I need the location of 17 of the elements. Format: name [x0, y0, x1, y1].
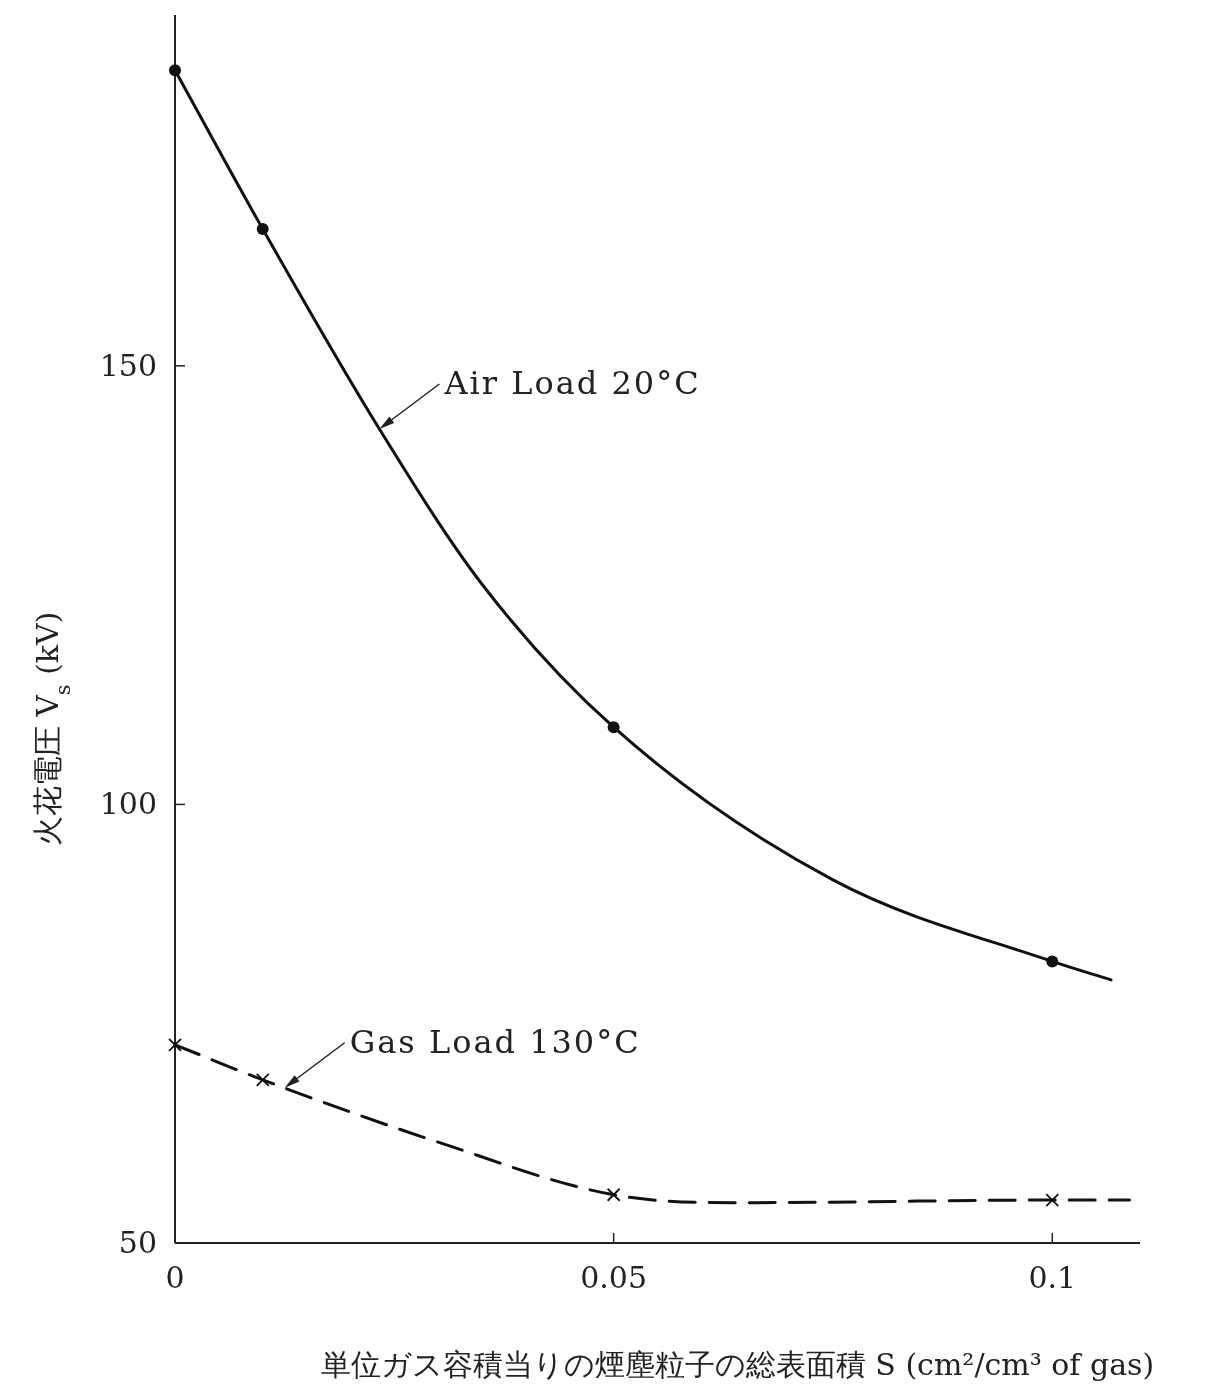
point — [169, 64, 181, 77]
x-tick-label: 0 — [165, 1260, 185, 1295]
point — [168, 1037, 182, 1052]
x-tick-label: 0.1 — [1028, 1260, 1077, 1295]
annotation: Air Load 20°C — [443, 364, 701, 403]
y-tick-label: 150 — [99, 347, 157, 383]
y-tick-label: 100 — [99, 786, 157, 822]
point — [1046, 955, 1059, 968]
x-axis-title: 単位ガス容積当りの煙塵粒子の総表面積 S (cm²/cm³ of gas) — [320, 1347, 1155, 1382]
point — [607, 721, 620, 734]
point — [606, 1187, 621, 1202]
y-tick-label: 50 — [118, 1225, 157, 1260]
point — [255, 1072, 270, 1087]
x-tick-label: 0.05 — [580, 1260, 648, 1295]
annotation: Gas Load 130°C — [349, 1022, 641, 1061]
point — [256, 223, 269, 236]
point — [1045, 1193, 1060, 1207]
